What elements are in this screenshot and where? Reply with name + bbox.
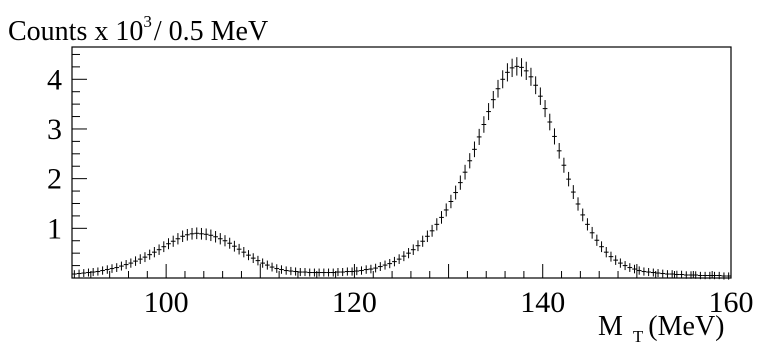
y-axis-label-prefix: Counts x 10 — [8, 16, 143, 47]
y-axis-label: Counts x 103/ 0.5 MeV — [8, 12, 268, 47]
x-tick-label: 100 — [144, 286, 189, 319]
x-tick-label: 120 — [332, 286, 377, 319]
plot-frame — [71, 46, 732, 279]
y-tick-label: 4 — [47, 63, 62, 96]
x-tick-label: 160 — [709, 286, 754, 319]
x-axis-label-unit: (MeV) — [648, 311, 724, 342]
x-tick-label: 140 — [520, 286, 565, 319]
x-axis-label-subscript: T — [633, 327, 644, 346]
y-axis-label-suffix: / 0.5 MeV — [154, 16, 268, 47]
x-axis-label-main: M — [598, 311, 623, 342]
y-axis-label-exponent: 3 — [143, 12, 152, 31]
y-tick-label: 1 — [47, 212, 62, 245]
y-tick-label: 3 — [47, 113, 62, 146]
y-tick-label: 2 — [47, 163, 62, 196]
plot-area: 100 120 140 160 1 2 3 4 — [47, 46, 754, 319]
x-axis-label: M T (MeV) — [598, 311, 725, 346]
